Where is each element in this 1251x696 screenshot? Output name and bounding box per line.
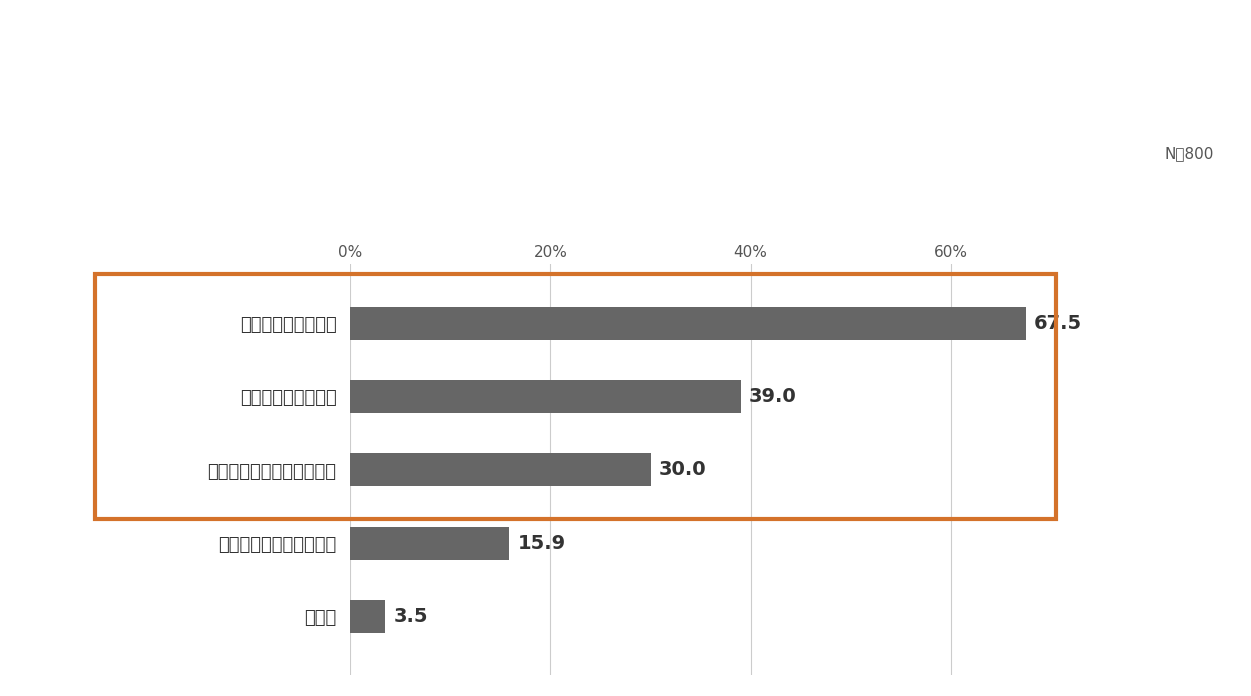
Text: 15.9: 15.9 xyxy=(518,534,565,553)
Text: 39.0: 39.0 xyxy=(748,387,797,406)
Text: 30.0: 30.0 xyxy=(658,460,706,480)
Bar xyxy=(350,307,1026,340)
Bar xyxy=(350,453,651,487)
Text: 推し活する上で、推しの番組出演を見るために時間を: 推し活する上で、推しの番組出演を見るために時間を xyxy=(407,34,844,63)
Text: N＝800: N＝800 xyxy=(1165,146,1213,161)
Text: 67.5: 67.5 xyxy=(1033,314,1082,333)
Text: 3.5: 3.5 xyxy=(393,607,428,626)
Bar xyxy=(350,527,509,560)
Bar xyxy=(350,600,385,633)
Text: かけていることはなんですか？　（複数回答）: かけていることはなんですか？ （複数回答） xyxy=(434,94,817,123)
Bar xyxy=(350,380,741,413)
